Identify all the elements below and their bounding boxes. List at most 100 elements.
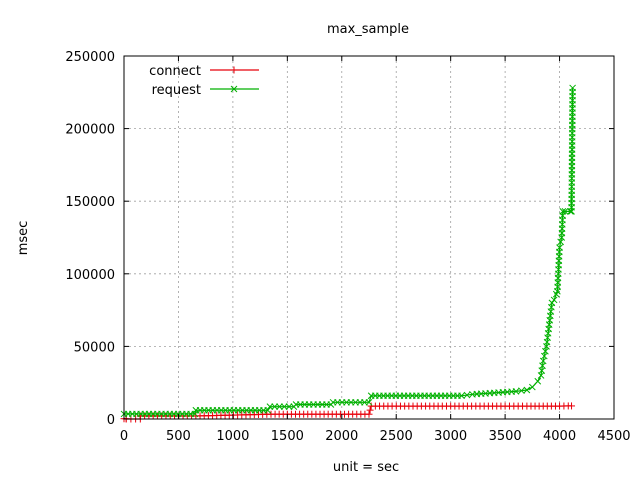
marker-stroke [528, 383, 536, 391]
legend-entry-request: request [152, 83, 259, 98]
marker-stroke [276, 403, 283, 411]
marker-stroke [548, 299, 556, 307]
plot-border [123, 55, 615, 420]
request-point [271, 403, 279, 411]
x-tick-label: 4000 [543, 429, 576, 444]
request-point [512, 388, 520, 395]
x-axis-title: unit = sec [333, 460, 399, 475]
marker-stroke [191, 410, 199, 418]
marker-stroke [512, 388, 520, 395]
y-tick-label: 0 [107, 413, 115, 428]
request-point [523, 386, 531, 394]
request-point [528, 383, 536, 391]
y-axis-title: msec [16, 221, 31, 256]
marker-stroke [280, 403, 288, 411]
marker-stroke [264, 406, 272, 414]
request-point [264, 406, 272, 414]
marker-stroke [545, 321, 553, 328]
ticks: 0 500 1000 1500 2000 2500 3000 3500 4000 4500 0 500… [65, 50, 630, 444]
legend-label-connect: connect [149, 64, 201, 79]
marker-stroke [271, 403, 279, 411]
y-tick-label: 100000 [65, 268, 115, 283]
request-point [518, 387, 525, 395]
request-point [534, 377, 542, 385]
marker-stroke [556, 244, 563, 252]
grid [124, 56, 614, 419]
legend-label-request: request [152, 83, 201, 98]
connect-point [366, 406, 374, 414]
request-point [567, 208, 574, 215]
marker-stroke [545, 325, 553, 333]
y-tick-label: 200000 [65, 123, 115, 138]
request-point [266, 403, 274, 411]
marker-stroke [540, 352, 548, 360]
marker-stroke [561, 208, 569, 215]
marker-stroke [559, 208, 567, 215]
marker-stroke [537, 372, 545, 379]
marker-stroke [567, 208, 574, 215]
request-point [458, 392, 465, 400]
marker-stroke [523, 386, 531, 394]
marker-stroke [458, 392, 465, 400]
y-tick-label: 50000 [74, 340, 115, 355]
marker-stroke [463, 391, 471, 399]
marker-stroke [547, 308, 555, 315]
request-point [556, 244, 563, 252]
x-tick-label: 500 [166, 429, 191, 444]
marker-stroke [266, 403, 274, 411]
request-point [557, 238, 564, 246]
request-point [569, 84, 576, 92]
connect-point [365, 410, 373, 418]
x-tick-label: 1000 [216, 429, 249, 444]
y-tick-label: 150000 [65, 195, 115, 210]
request-point [463, 391, 471, 399]
marker-stroke [543, 338, 551, 346]
marker-stroke [518, 387, 525, 395]
request-point [548, 299, 556, 307]
marker-stroke [544, 329, 552, 337]
marker-stroke [544, 334, 551, 342]
request-series [120, 84, 576, 418]
marker-stroke [538, 367, 546, 374]
x-tick-label: 2000 [325, 429, 358, 444]
request-point [561, 208, 569, 215]
x-tick-label: 0 [120, 429, 128, 444]
legend: connect request [149, 64, 259, 98]
legend-entry-connect: connect [149, 64, 259, 79]
marker-stroke [557, 238, 564, 246]
marker-stroke [539, 357, 547, 365]
request-point [230, 85, 238, 93]
request-point [280, 403, 288, 411]
marker-stroke [546, 316, 554, 324]
request-point [191, 410, 199, 418]
x-tick-label: 3000 [434, 429, 467, 444]
marker-stroke [550, 296, 558, 304]
marker-stroke [285, 403, 293, 411]
request-point [285, 403, 293, 411]
marker-stroke [230, 85, 238, 93]
series-layer [120, 84, 576, 423]
request-point [276, 403, 283, 411]
request-point [550, 296, 558, 304]
marker-stroke [539, 362, 546, 370]
marker-stroke [542, 347, 549, 355]
marker-stroke [548, 303, 555, 311]
connect-point [230, 66, 238, 74]
request-point [559, 208, 567, 215]
request-point [365, 398, 373, 406]
marker-stroke [546, 312, 554, 320]
chart-title: max_sample [327, 22, 409, 37]
connect-point [568, 402, 576, 410]
x-tick-label: 2500 [380, 429, 413, 444]
x-tick-label: 3500 [489, 429, 522, 444]
marker-stroke [543, 343, 550, 350]
x-tick-label: 1500 [271, 429, 304, 444]
marker-stroke [569, 84, 576, 92]
x-tick-label: 4500 [597, 429, 630, 444]
marker-stroke [534, 377, 542, 385]
marker-stroke [365, 398, 373, 406]
y-tick-label: 250000 [65, 50, 115, 65]
